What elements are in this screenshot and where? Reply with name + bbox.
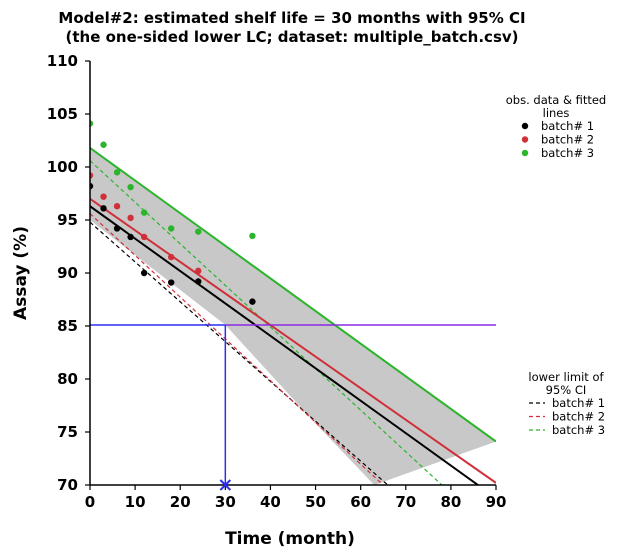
data-point-batch-1 xyxy=(168,279,175,286)
data-point-batch-1 xyxy=(195,278,202,285)
data-point-batch-2 xyxy=(140,233,148,241)
chart-title-line-1: Model#2: estimated shelf life = 30 month… xyxy=(58,9,525,27)
data-point-batch-1 xyxy=(127,233,134,241)
x-axis-label: Time (month) xyxy=(225,529,355,548)
fit-line-batch-2 xyxy=(90,197,496,484)
legend-marker-batch-2 xyxy=(521,136,529,143)
y-tick-label: 80 xyxy=(57,370,78,388)
legend-label-batch-1: batch# 1 xyxy=(541,119,594,133)
plot-area xyxy=(90,120,496,485)
legend-ci-label-batch-2: batch# 2 xyxy=(552,410,605,424)
data-point-batch-1 xyxy=(113,225,121,232)
x-tick-label: 60 xyxy=(350,493,371,511)
legend-ci-label-batch-3: batch# 3 xyxy=(552,423,605,437)
shelf-life-marker xyxy=(219,479,232,491)
x-tick-label: 80 xyxy=(440,493,461,511)
legend-label-batch-3: batch# 3 xyxy=(541,146,594,160)
fit-line-batch-1 xyxy=(90,205,479,485)
data-point-batch-1 xyxy=(249,298,256,305)
x-tick-label: 0 xyxy=(85,493,95,511)
y-tick-label: 105 xyxy=(47,105,78,123)
data-point-batch-3 xyxy=(113,169,121,176)
x-tick-label: 40 xyxy=(260,493,281,511)
data-point-batch-3 xyxy=(249,232,256,240)
y-tick-label: 75 xyxy=(57,423,78,441)
fit-line-batch-3 xyxy=(90,147,496,443)
y-tick-label: 110 xyxy=(47,52,78,70)
ci-band xyxy=(90,147,496,485)
legend-data: obs. data & fitted lines batch# 1batch# … xyxy=(506,93,606,160)
x-tick-label: 20 xyxy=(170,493,191,511)
data-point-batch-2 xyxy=(168,253,175,261)
data-point-batch-3 xyxy=(140,209,148,216)
lower-ci-line-batch-1 xyxy=(90,221,389,485)
legend-label-batch-2: batch# 2 xyxy=(541,133,594,147)
data-point-batch-3 xyxy=(90,120,94,127)
data-point-batch-3 xyxy=(195,228,202,235)
y-tick-label: 90 xyxy=(57,264,78,282)
x-tick-label: 90 xyxy=(486,493,507,511)
data-point-batch-3 xyxy=(100,141,107,148)
chart-title-line-2: (the one-sided lower LC; dataset: multip… xyxy=(65,28,518,46)
data-point-batch-3 xyxy=(127,183,134,191)
data-point-batch-3 xyxy=(168,225,175,232)
y-tick-label: 70 xyxy=(57,476,78,494)
legend-ci-title-2: 95% CI xyxy=(546,383,587,397)
data-point-batch-2 xyxy=(113,203,121,210)
x-tick-label: 70 xyxy=(395,493,416,511)
data-point-batch-1 xyxy=(90,182,94,190)
y-tick-label: 85 xyxy=(57,317,78,335)
x-tick-label: 10 xyxy=(125,493,146,511)
y-tick-label: 100 xyxy=(47,158,78,176)
legend-ci-label-batch-1: batch# 1 xyxy=(552,396,605,410)
legend-data-title-1: obs. data & fitted xyxy=(506,93,606,107)
y-axis-label: Assay (%) xyxy=(11,226,31,320)
legend-ci-title-1: lower limit of xyxy=(528,370,604,384)
plot-layer: 0 10 20 30 40 50 60 70 80 90 70 75 80 85 90 95 100 105 110 xyxy=(47,52,507,511)
lower-ci-line-batch-2 xyxy=(90,213,384,485)
data-point-batch-1 xyxy=(140,269,148,277)
data-point-batch-2 xyxy=(195,267,202,275)
data-point-batch-2 xyxy=(127,214,134,222)
legend-marker-batch-3 xyxy=(521,149,529,157)
data-point-batch-2 xyxy=(100,193,107,200)
data-point-batch-1 xyxy=(100,205,107,212)
x-tick-label: 50 xyxy=(305,493,326,511)
y-tick-label: 95 xyxy=(57,211,78,229)
legend-marker-batch-1 xyxy=(521,122,529,130)
legend-data-title-2: lines xyxy=(543,106,570,120)
data-point-batch-2 xyxy=(90,172,94,179)
x-tick-label: 30 xyxy=(215,493,236,511)
